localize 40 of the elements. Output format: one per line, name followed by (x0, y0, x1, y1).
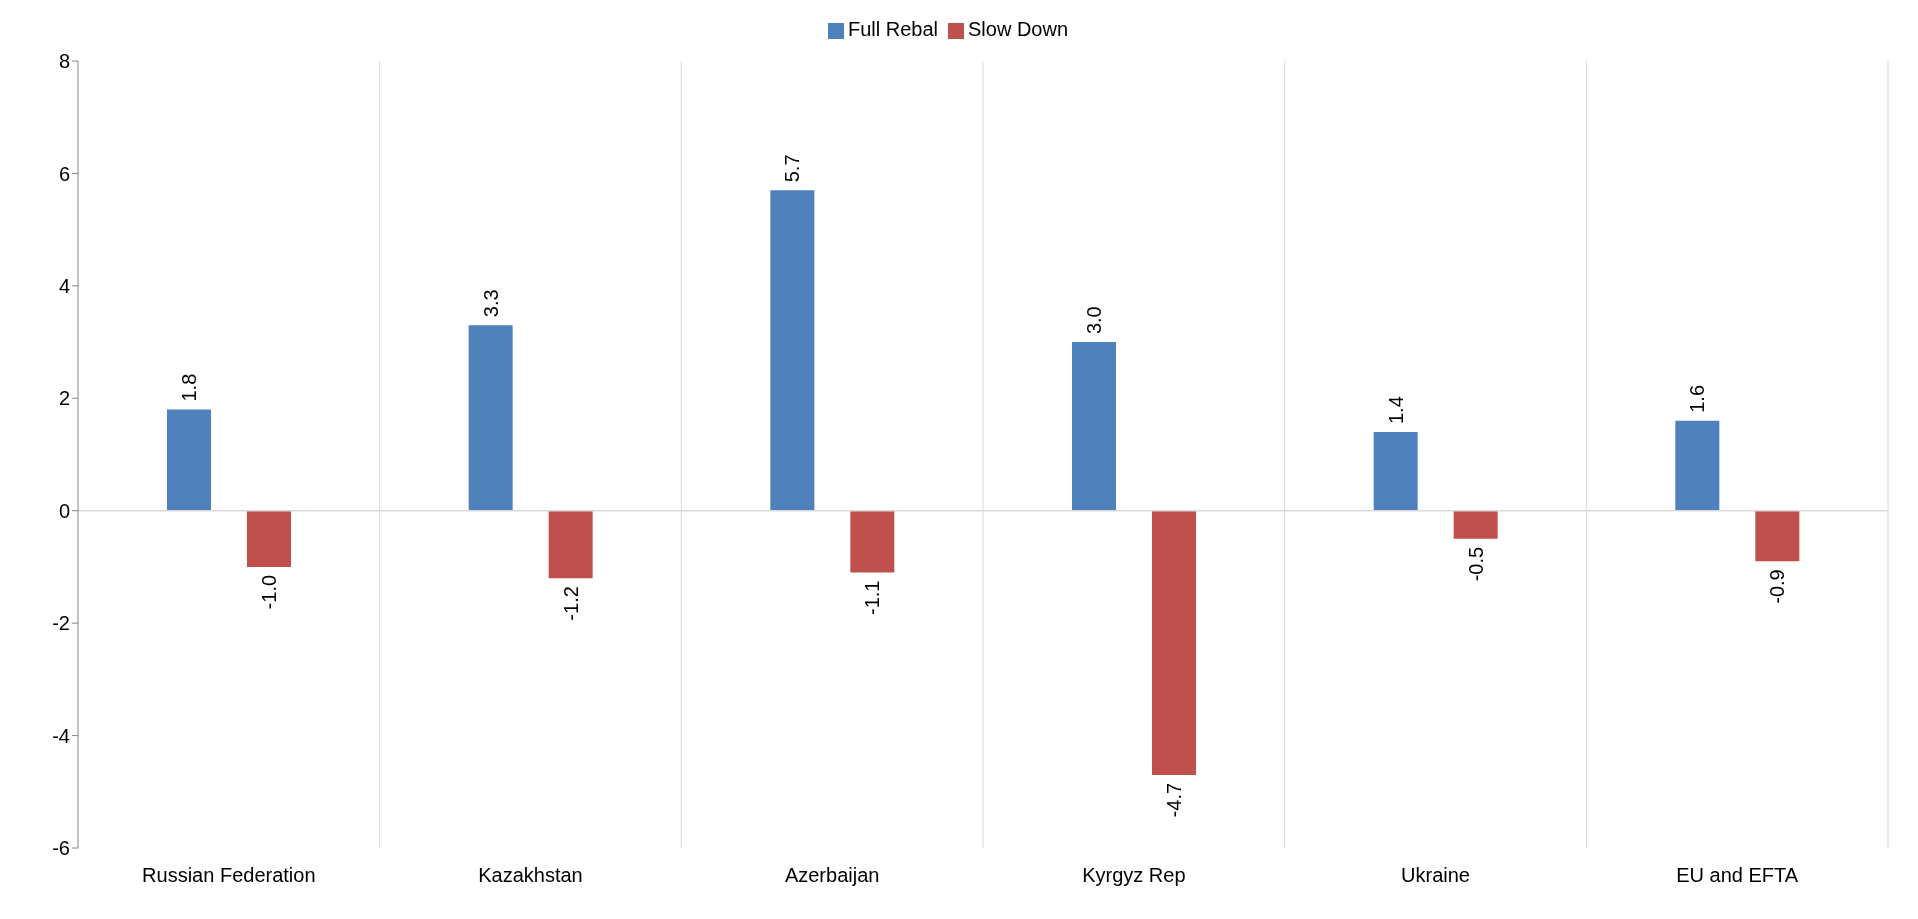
x-tick-label: Kazakhstan (478, 864, 583, 887)
bar (1675, 420, 1720, 511)
data-label: 1.4 (1384, 396, 1407, 425)
data-label: -1.1 (861, 580, 884, 616)
x-tick-label: Azerbaijan (784, 864, 880, 887)
data-label: 5.7 (781, 154, 804, 183)
bar (850, 510, 895, 573)
y-tick-label: 0 (58, 499, 70, 522)
data-label: -1.2 (559, 586, 582, 621)
data-label: -0.9 (1766, 569, 1789, 604)
bar (770, 190, 815, 511)
y-tick-label: 2 (58, 387, 70, 410)
bar (1152, 510, 1196, 775)
bar (1373, 432, 1418, 511)
bar (247, 510, 291, 567)
x-tick-label: Kyrgyz Rep (1082, 864, 1186, 887)
legend-label: Full Rebal (847, 18, 938, 40)
data-label: 1.8 (178, 373, 200, 402)
y-tick-label: 4 (58, 274, 70, 297)
x-tick-label: EU and EFTA (1676, 864, 1799, 887)
y-tick-label: 6 (58, 162, 70, 185)
data-label: -0.5 (1464, 546, 1487, 582)
bar (468, 325, 513, 511)
y-tick-label: -4 (52, 724, 70, 747)
data-label: 3.3 (479, 289, 502, 318)
data-label: -4.7 (1163, 782, 1185, 818)
x-tick-label: Ukraine (1401, 864, 1470, 887)
data-label: 1.6 (1686, 384, 1709, 413)
bar (167, 409, 211, 511)
bar (1453, 510, 1498, 539)
y-tick-label: -2 (52, 612, 70, 635)
y-tick-label: -6 (52, 837, 70, 860)
data-label: -1.0 (258, 574, 280, 610)
y-tick-label: 8 (58, 50, 70, 73)
x-tick-label: Russian Federation (142, 864, 316, 887)
bar (1072, 342, 1116, 511)
bar (548, 510, 593, 579)
legend-label: Slow Down (968, 18, 1069, 40)
data-label: 3.0 (1083, 306, 1105, 335)
bar (1755, 510, 1800, 562)
